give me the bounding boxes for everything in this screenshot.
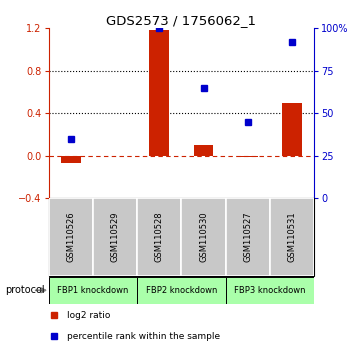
Text: protocol: protocol bbox=[5, 285, 45, 295]
Text: GSM110528: GSM110528 bbox=[155, 212, 164, 263]
Text: GSM110529: GSM110529 bbox=[110, 212, 119, 262]
FancyBboxPatch shape bbox=[137, 198, 182, 276]
Text: FBP3 knockdown: FBP3 knockdown bbox=[234, 286, 306, 295]
Bar bbox=[282, 103, 302, 156]
FancyBboxPatch shape bbox=[93, 198, 137, 276]
Title: GDS2573 / 1756062_1: GDS2573 / 1756062_1 bbox=[106, 14, 256, 27]
Text: GSM110530: GSM110530 bbox=[199, 212, 208, 263]
FancyBboxPatch shape bbox=[49, 198, 314, 276]
Text: FBP2 knockdown: FBP2 knockdown bbox=[146, 286, 217, 295]
FancyBboxPatch shape bbox=[226, 198, 270, 276]
FancyBboxPatch shape bbox=[49, 198, 93, 276]
Bar bbox=[61, 156, 81, 163]
Text: FBP1 knockdown: FBP1 knockdown bbox=[57, 286, 129, 295]
Text: GSM110527: GSM110527 bbox=[243, 212, 252, 263]
Bar bbox=[193, 145, 213, 156]
Text: GSM110531: GSM110531 bbox=[287, 212, 296, 263]
FancyBboxPatch shape bbox=[182, 198, 226, 276]
Text: percentile rank within the sample: percentile rank within the sample bbox=[67, 332, 221, 341]
Text: GSM110526: GSM110526 bbox=[66, 212, 75, 263]
FancyBboxPatch shape bbox=[49, 277, 137, 304]
Bar bbox=[238, 156, 258, 157]
Bar bbox=[149, 30, 169, 156]
FancyBboxPatch shape bbox=[137, 277, 226, 304]
FancyBboxPatch shape bbox=[226, 277, 314, 304]
Text: log2 ratio: log2 ratio bbox=[67, 310, 111, 320]
FancyBboxPatch shape bbox=[270, 198, 314, 276]
